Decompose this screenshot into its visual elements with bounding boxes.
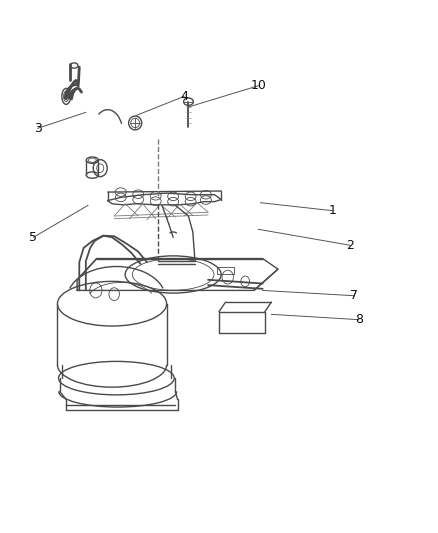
Text: 1: 1 <box>328 204 336 217</box>
Text: 10: 10 <box>251 79 266 92</box>
Text: 2: 2 <box>346 239 354 252</box>
Text: 5: 5 <box>29 231 37 244</box>
Text: 4: 4 <box>180 90 188 103</box>
Text: 3: 3 <box>34 122 42 135</box>
Text: 8: 8 <box>355 313 363 326</box>
Text: 7: 7 <box>350 289 358 302</box>
